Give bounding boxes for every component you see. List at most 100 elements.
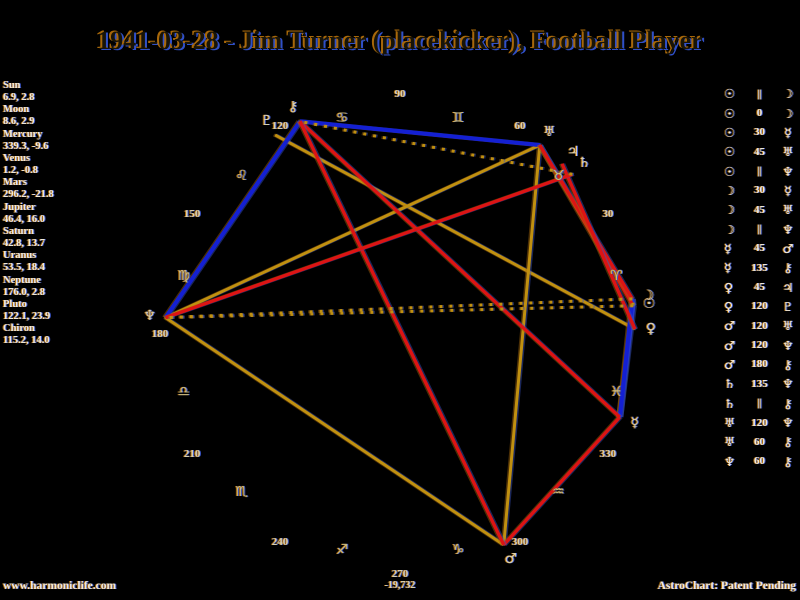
chiron-glyph: ⚷ xyxy=(783,395,793,411)
zodiac-glyph-aquarius: ♒ xyxy=(552,484,565,501)
aspect-row-mercury-chiron: ☿ 135 ⚷ xyxy=(724,258,798,277)
aspect-row-sun-mercury: ☉ 30 ☿ xyxy=(724,123,798,142)
uranus-glyph: ♅ xyxy=(724,415,736,431)
aspect-row-mercury-mars: ☿ 45 ♂ xyxy=(724,239,798,258)
aspect-angle: 45 xyxy=(754,242,765,255)
aspect-row-neptune-chiron: ♆ 60 ⚷ xyxy=(724,452,798,471)
aspect-angle: 45 xyxy=(754,203,765,216)
planet-name-mars: Mars xyxy=(3,177,27,189)
planet-name-uranus: Uranus xyxy=(3,250,37,262)
neptune-glyph: ♆ xyxy=(782,337,794,353)
aspect-row-moon-neptune: ☽ || ♆ xyxy=(724,219,798,238)
aspect-line-saturn-parallel-chiron xyxy=(299,119,573,176)
moon-glyph: ☽ xyxy=(724,182,736,198)
planet-value-jupiter: 46.4, 16.0 xyxy=(3,213,45,225)
aspect-row-mars-neptune: ♂ 120 ♆ xyxy=(724,335,798,354)
aspect-row-saturn-neptune: ♄ 135 ♆ xyxy=(724,374,798,393)
zodiac-glyph-virgo: ♍ xyxy=(177,268,190,285)
degree-label-90: 90 xyxy=(394,88,406,100)
planet-glyph-saturn: ♄ xyxy=(577,155,591,172)
planet-position-list: Sun 6.9, 2.8 Moon 8.6, 2.9 Mercury 339.3, -9.… xyxy=(3,80,54,347)
aspect-angle: 120 xyxy=(751,416,768,429)
planet-value-uranus: 53.5, 18.4 xyxy=(3,262,45,274)
neptune-glyph: ♆ xyxy=(724,453,736,469)
planet-name-neptune: Neptune xyxy=(3,274,41,286)
chart-bottom-value: -19,732 xyxy=(384,580,416,591)
planet-value-chiron: 115.2, 14.0 xyxy=(3,335,50,347)
aspect-row-saturn-chiron: ♄ || ⚷ xyxy=(724,394,798,413)
brand-label: AstroChart: Patent Pending xyxy=(657,580,796,592)
moon-glyph: ☽ xyxy=(782,86,794,102)
planet-glyph-neptune: ♆ xyxy=(143,308,156,325)
planet-name-saturn: Saturn xyxy=(3,225,34,237)
aspect-angle: 135 xyxy=(751,261,768,274)
planet-glyph-pluto: ♇ xyxy=(260,113,273,130)
chiron-glyph: ⚷ xyxy=(783,260,793,276)
degree-label-60: 60 xyxy=(514,120,526,133)
planet-glyph-uranus: ♅ xyxy=(543,124,556,141)
aspect-angle: 120 xyxy=(751,339,768,352)
planet-name-mercury: Mercury xyxy=(3,128,43,140)
degree-label-330: 330 xyxy=(599,448,617,460)
website-link: www.harmoniclife.com xyxy=(3,580,117,592)
planet-value-mars: 296.2, -21.8 xyxy=(3,189,54,201)
aspect-row-sun-moon: ☉ || ☽ xyxy=(724,84,798,103)
neptune-glyph: ♆ xyxy=(782,415,794,431)
neptune-glyph: ♆ xyxy=(782,376,794,392)
aspect-angle: 120 xyxy=(751,300,768,313)
moon-glyph: ☽ xyxy=(724,202,736,218)
neptune-glyph: ♆ xyxy=(782,221,794,237)
mars-glyph: ♂ xyxy=(724,318,736,334)
aspect-row-uranus-neptune: ♅ 120 ♆ xyxy=(724,413,798,432)
uranus-glyph: ♅ xyxy=(724,434,736,450)
aspect-line-mars-120-uranus xyxy=(502,144,542,545)
neptune-glyph: ♆ xyxy=(782,163,794,179)
mars-glyph: ♂ xyxy=(724,337,736,353)
aspect-angle: 60 xyxy=(754,435,765,448)
degree-label-210: 210 xyxy=(183,448,201,460)
mars-glyph: ♂ xyxy=(782,240,794,256)
aspect-row-sun-moon: ☉ 0 ☽ xyxy=(724,103,798,122)
moon-glyph: ☽ xyxy=(724,221,736,237)
saturn-glyph: ♄ xyxy=(724,395,736,411)
mercury-glyph: ☿ xyxy=(784,124,792,140)
aspect-line-neptune-60-chiron xyxy=(163,120,302,319)
aspect-angle: 30 xyxy=(754,184,765,197)
planet-glyph-chiron: ⚷ xyxy=(287,98,299,115)
aspect-row-moon-uranus: ☽ 45 ♅ xyxy=(724,200,798,219)
zodiac-glyph-scorpio: ♏ xyxy=(235,484,248,501)
aspect-table: ☉ || ☽ ☉ 0 ☽ ☉ 30 ☿ ☉ 45 ♅ ☉ || ♆ ☽ 30 ☿ ☽ 45 ♅ ☽ || ♆ ☿ 45 ♂ ☿ 135 ⚷… xyxy=(724,84,798,471)
aspect-row-venus-jupiter: ♀ 45 ♃ xyxy=(724,277,798,296)
aspect-line-saturn-135-neptune xyxy=(165,172,573,320)
planet-value-mercury: 339.3, -9.6 xyxy=(3,140,49,152)
aspect-line-venus-45-jupiter xyxy=(560,163,637,330)
aspect-row-moon-mercury: ☽ 30 ☿ xyxy=(724,181,798,200)
mercury-glyph: ☿ xyxy=(724,240,732,256)
degree-label-120: 120 xyxy=(271,120,289,133)
planet-name-chiron: Chiron xyxy=(3,323,35,335)
degree-label-300: 300 xyxy=(511,535,529,548)
uranus-glyph: ♅ xyxy=(782,318,794,334)
aspect-row-uranus-chiron: ♅ 60 ⚷ xyxy=(724,432,798,451)
zodiac-glyph-capricorn: ♑ xyxy=(451,542,465,559)
chiron-glyph: ⚷ xyxy=(783,434,793,450)
zodiac-glyph-cancer: ♋ xyxy=(335,109,349,126)
planet-value-venus: 1.2, -0.8 xyxy=(3,165,38,177)
degree-label-30: 30 xyxy=(602,208,614,220)
planet-value-pluto: 122.1, 23.9 xyxy=(3,310,51,322)
aspect-line-mars-180-chiron xyxy=(298,120,506,546)
aspect-angle: 45 xyxy=(754,281,765,294)
aspect-line-mercury-135-chiron xyxy=(298,120,621,419)
zodiac-glyph-sagittarius: ♐ xyxy=(335,542,349,559)
planet-name-venus: Venus xyxy=(3,152,31,164)
saturn-glyph: ♄ xyxy=(724,376,736,392)
jupiter-glyph: ♃ xyxy=(782,279,794,295)
aspect-row-mars-uranus: ♂ 120 ♅ xyxy=(724,316,798,335)
venus-glyph: ♀ xyxy=(724,298,734,314)
aspect-angle: || xyxy=(757,223,762,236)
zodiac-glyph-aries: ♈ xyxy=(610,268,623,285)
aspect-angle: 60 xyxy=(754,455,765,468)
aspect-row-mars-chiron: ♂ 180 ⚷ xyxy=(724,355,798,374)
